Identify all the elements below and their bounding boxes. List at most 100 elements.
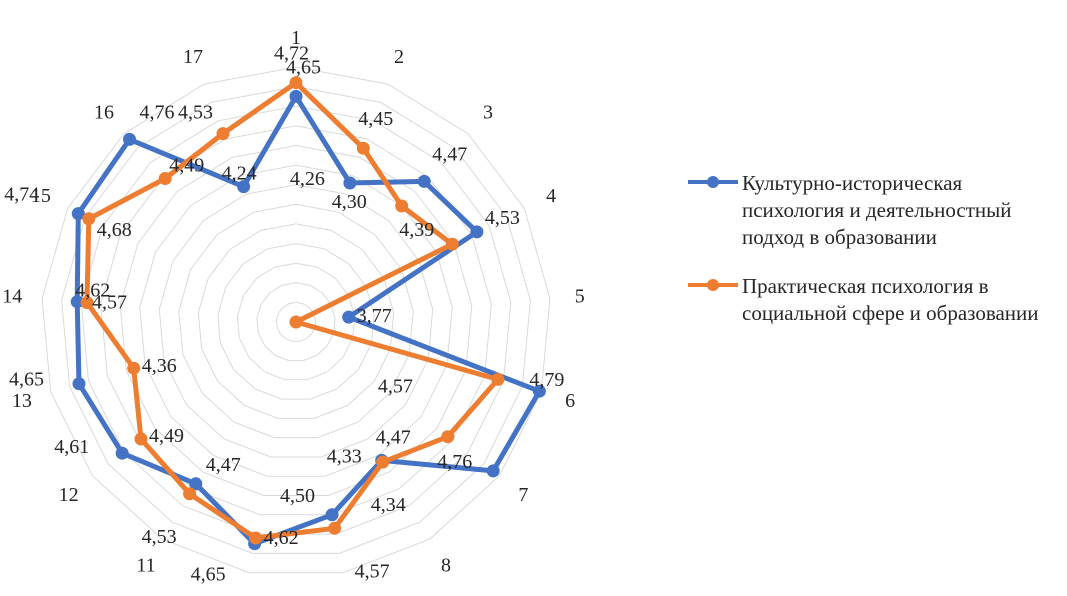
data-label-series-2-11: 4,53: [142, 526, 177, 548]
data-label-series-1-4: 4,53: [485, 207, 520, 229]
data-label-series-1-6: 4,79: [529, 369, 564, 391]
data-label-series-2-9: 4,57: [355, 560, 390, 582]
category-label-15: 15: [31, 185, 51, 207]
data-label-series-1-12: 4,61: [54, 436, 89, 458]
data-label-series-1-15: 4,74: [4, 184, 39, 206]
series-2-point-10: [249, 531, 263, 545]
category-label-1: 1: [291, 27, 301, 49]
category-label-9: 9: [343, 592, 353, 596]
series-1-point-9: [325, 508, 339, 522]
series-2-point-14: [80, 296, 94, 310]
data-label-series-1-14: 4,62: [75, 280, 110, 302]
series-1-point-5: [342, 310, 356, 324]
series-line-1: [74, 93, 542, 547]
series-1-point-4: [470, 225, 484, 239]
legend-item-series-2: Практическая психология в социальной сфе…: [688, 273, 1058, 327]
data-labels: 4,65 4,26 4,47 4,53 3,77 4,79 4,76 4,33 4,50 4,65…: [4, 43, 564, 586]
series-2-point-6: [491, 372, 505, 386]
series-1-point-2: [343, 176, 357, 190]
data-label-series-2-16: 4,49: [169, 155, 204, 177]
legend-marker-series-1: [707, 176, 719, 188]
category-label-6: 6: [565, 390, 575, 412]
series-1-point-7: [486, 464, 500, 478]
data-label-series-1-2: 4,26: [290, 168, 325, 190]
series-1-point-12: [115, 446, 129, 460]
series-1-point-13: [72, 377, 86, 391]
data-label-series-1-17: 4,24: [222, 163, 257, 185]
data-label-series-1-10: 4,65: [191, 564, 226, 586]
category-label-10: 10: [234, 592, 254, 596]
data-label-series-1-5: 3,77: [357, 305, 392, 327]
series-2-point-13: [127, 361, 141, 375]
grid-ring: [158, 184, 434, 458]
category-label-4: 4: [546, 185, 556, 207]
data-label-series-2-10: 4,62: [264, 527, 299, 549]
category-label-2: 2: [394, 46, 404, 68]
grid-ring: [119, 144, 473, 496]
series-1-point-3: [417, 174, 431, 188]
category-label-16: 16: [94, 101, 114, 123]
data-label-series-2-12: 4,49: [149, 425, 184, 447]
data-label-series-1-16: 4,76: [140, 101, 175, 123]
series-1-point-15: [71, 207, 85, 221]
grid-ring: [41, 66, 551, 574]
legend-item-series-1: Культурно-историческая психология и деят…: [688, 170, 1058, 251]
category-label-14: 14: [2, 286, 22, 308]
legend-marker-series-2: [707, 279, 719, 291]
series-1-point-17: [237, 180, 251, 194]
data-label-series-2-6: 4,57: [378, 375, 413, 397]
series-2-point-17: [216, 127, 230, 141]
series-2-point-3: [395, 199, 409, 213]
series-2-point-1: [289, 76, 303, 90]
series-2-point-4: [445, 237, 459, 251]
series-2-point-9: [328, 521, 342, 535]
series-2-point-16: [158, 172, 172, 185]
category-label-11: 11: [136, 554, 155, 576]
data-label-series-1-11: 4,47: [206, 454, 241, 476]
category-label-13: 13: [12, 390, 32, 412]
radar-series: [70, 76, 546, 551]
data-label-series-2-8: 4,34: [371, 494, 406, 516]
data-label-series-1-1: 4,65: [286, 56, 321, 78]
series-1-point-6: [532, 384, 546, 398]
category-label-12: 12: [59, 484, 79, 506]
series-1-point-16: [123, 132, 136, 146]
data-label-series-1-9: 4,50: [280, 485, 315, 507]
radar-chart: 4,65 4,26 4,47 4,53 3,77 4,79 4,76 4,33 4,50 4,65…: [2, 27, 585, 596]
data-label-series-1-3: 4,47: [432, 143, 467, 165]
data-label-series-2-17: 4,53: [178, 102, 213, 124]
series-1-point-1: [289, 89, 303, 103]
series-2-point-15: [82, 212, 96, 226]
series-2-point-12: [134, 432, 148, 446]
data-label-series-2-13: 4,36: [142, 355, 177, 377]
category-label-3: 3: [483, 101, 493, 123]
series-line-2: [84, 80, 501, 541]
series-2-point-7: [441, 430, 455, 444]
grid-ring: [236, 262, 356, 381]
grid-ring: [61, 86, 531, 554]
series-2-point-11: [183, 487, 197, 501]
radar-grid: [41, 66, 551, 574]
legend: Культурно-историческая психология и деят…: [688, 170, 1058, 349]
category-label-8: 8: [441, 554, 451, 576]
legend-label-series-1: Культурно-историческая психология и деят…: [742, 171, 1012, 249]
data-label-series-2-7: 4,47: [376, 427, 411, 449]
legend-swatch-series-2: [688, 275, 738, 295]
data-label-series-2-4: 4,39: [399, 219, 434, 241]
legend-label-series-2: Практическая психология в социальной сфе…: [742, 274, 1039, 325]
data-label-series-2-3: 4,30: [332, 191, 367, 213]
category-label-17: 17: [183, 46, 203, 68]
series-2-point-5: [289, 315, 303, 329]
grid-ring: [139, 164, 453, 477]
data-label-series-2-1: 4,72: [274, 43, 309, 65]
category-label-7: 7: [518, 484, 528, 506]
data-label-series-2-2: 4,45: [358, 108, 393, 130]
data-label-series-1-8: 4,33: [327, 445, 362, 467]
series-1-point-14: [70, 295, 84, 309]
grid-ring: [217, 242, 375, 400]
grid-ring: [178, 203, 414, 439]
grid-ring: [100, 125, 492, 516]
data-label-series-1-13: 4,65: [9, 369, 44, 391]
category-label-5: 5: [575, 286, 585, 308]
series-2-point-2: [356, 141, 370, 155]
